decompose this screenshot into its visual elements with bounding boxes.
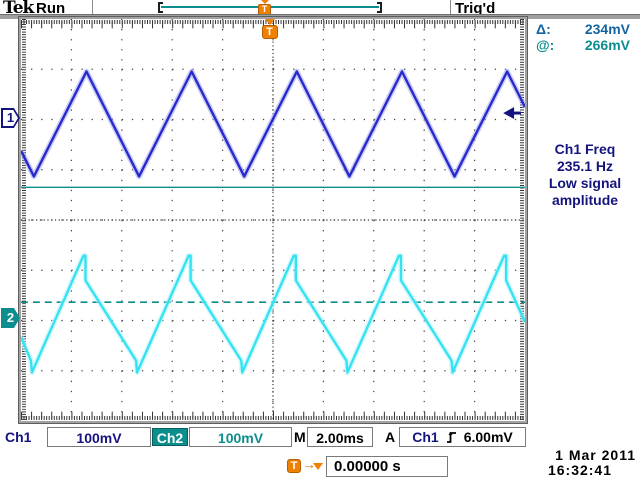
at-value: 266mV: [584, 37, 630, 53]
ch1-freq-measurement: Ch1 Freq 235.1 Hz Low signal amplitude: [548, 141, 622, 208]
ch1-trace: [21, 70, 525, 178]
time-offset-readout: 0.00000 s: [326, 456, 448, 477]
time-text: 16:32:41: [547, 462, 612, 478]
timebase-readout: 2.00ms: [307, 427, 373, 447]
waveform-svg: [21, 19, 525, 421]
delta-label: Δ:: [536, 21, 551, 37]
date-text: 1 Mar 2011: [555, 447, 636, 463]
ch1-ground-marker[interactable]: 1: [1, 108, 20, 128]
timebase-label: M: [294, 429, 306, 445]
record-view-bar: T: [158, 0, 382, 15]
delta-value: 234mV: [584, 21, 630, 37]
trigger-level: 6.00mV: [463, 429, 513, 445]
header-divider: [450, 0, 451, 14]
trigger-time-icon: T: [287, 459, 301, 473]
record-bar-right-bracket: [377, 2, 382, 13]
acquisition-status: Run: [36, 0, 66, 17]
at-readout: @: 266mV: [536, 37, 636, 53]
datetime-readout: 1 Mar 2011 16:32:41: [548, 448, 636, 478]
tek-logo: Tek: [3, 0, 34, 18]
header-separator-band: [0, 14, 640, 19]
triangle-down-icon: [260, 0, 269, 4]
graticule: [19, 17, 527, 423]
trigger-status: Trig'd: [455, 0, 496, 17]
trigger-position-marker-icon[interactable]: T: [261, 19, 278, 39]
triangle-down-icon: [313, 463, 323, 470]
right-arrow-icon: →: [302, 456, 316, 472]
rising-edge-icon: [446, 432, 456, 443]
header-divider: [92, 0, 93, 14]
record-bar-left-bracket: [158, 2, 163, 13]
ch2-scale-readout: 100mV: [189, 427, 292, 447]
ch2-ground-marker[interactable]: 2: [1, 308, 20, 328]
trigger-mode-label: A: [385, 429, 396, 445]
triangle-down-icon: [264, 19, 275, 25]
record-bar-trigger-marker-icon[interactable]: T: [258, 0, 271, 15]
ch2-label-badge: Ch2: [152, 428, 188, 446]
at-label: @:: [536, 37, 555, 53]
delta-readout: Δ: 234mV: [536, 21, 636, 37]
trigger-readout: Ch1 6.00mV: [399, 427, 526, 447]
ch1-label: Ch1: [5, 429, 32, 445]
ch1-scale-readout: 100mV: [47, 427, 151, 447]
trigger-level-arrow-icon[interactable]: [503, 107, 522, 120]
ch2-trace: [21, 254, 525, 374]
trigger-source: Ch1: [412, 429, 439, 445]
